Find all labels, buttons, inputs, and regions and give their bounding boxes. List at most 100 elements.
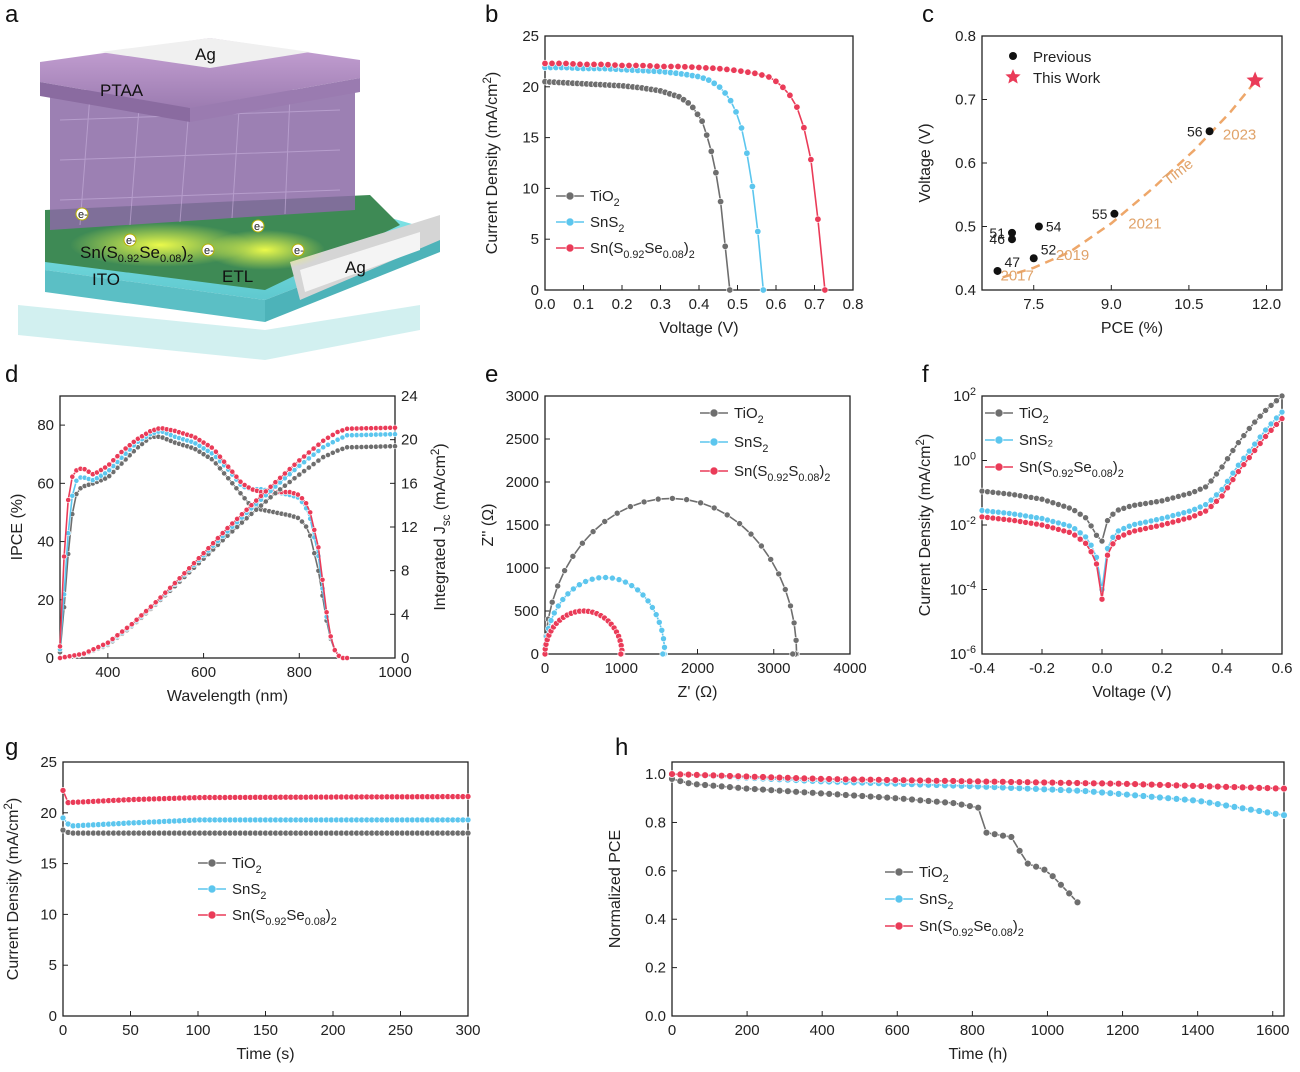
data-point [742,772,751,781]
data-point [1240,461,1248,468]
data-point [1000,490,1008,497]
x-tick-label: 0.2 [612,296,633,313]
data-point [1131,791,1139,799]
data-point [94,469,100,476]
data-point [676,777,684,785]
data-point [639,591,647,599]
data-point [1016,492,1024,500]
previous-point [1008,228,1016,237]
y-tick-label: 102 [953,386,976,405]
data-point [1139,792,1148,800]
legend-marker [994,408,1004,418]
data-point [200,445,207,452]
data-point [1040,865,1049,874]
data-point [1066,528,1073,536]
data-point [1082,533,1089,541]
data-point [229,468,236,475]
data-point [1262,426,1269,434]
data-point [1040,778,1048,787]
data-point [118,449,125,455]
data-point [229,480,236,487]
data-point [1104,517,1111,524]
data-point [1071,531,1078,539]
data-point [660,62,668,70]
data-point [1048,778,1057,787]
data-point [1213,497,1220,505]
year-label: 2019 [1056,247,1089,264]
data-point [363,431,370,438]
data-point [237,490,244,497]
data-point [684,99,692,107]
data-point [693,771,701,779]
data-point [81,466,88,473]
data-point [589,528,597,535]
y-tick-label: 500 [514,603,539,620]
y-tick-label: 0.7 [955,92,976,109]
data-point [625,61,633,69]
data-point [1066,522,1073,530]
data-point [1213,491,1220,499]
data-point [730,66,738,74]
y-tick-label: 24 [401,388,418,405]
data-point [1022,519,1029,526]
data-point [622,578,629,586]
data-point [933,797,941,806]
data-point [81,650,87,657]
data-point [1153,516,1160,524]
data-point [1038,515,1046,522]
x-tick-label: 1000 [1031,1022,1064,1039]
data-point [751,69,759,77]
data-point [1186,514,1193,522]
data-point [65,497,72,503]
data-point [1098,779,1106,788]
y-tick-label: 0.6 [955,155,976,172]
data-point [817,775,825,783]
data-point [712,169,720,177]
data-point [241,495,248,502]
data-point [1071,507,1078,514]
legend-marker [207,884,217,894]
data-point [1230,783,1239,791]
data-point [377,431,384,438]
data-point [319,576,326,583]
data-point [299,495,305,502]
data-point [1115,527,1122,535]
data-point [126,442,133,449]
data-point [1048,872,1057,880]
data-point [134,435,141,442]
data-point [669,495,676,502]
data-point [941,798,949,807]
x-tick-label: 0.2 [1152,660,1173,677]
y-axis-label: Voltage (V) [917,123,934,202]
nyquist-line [544,610,623,655]
legend-marker [207,858,217,868]
data-point [1005,510,1013,517]
data-point [329,439,336,446]
data-point [1214,782,1222,791]
data-point [767,556,775,563]
data-point [196,437,203,443]
data-point [310,451,317,458]
data-point [71,652,78,659]
data-point [1238,783,1247,792]
data-point [767,786,775,794]
data-point [1263,784,1272,792]
data-point [1098,595,1106,603]
y-tick-label: 20 [401,432,418,449]
x-tick-label: 0.7 [804,296,825,313]
x-tick-label: 0.6 [766,296,787,313]
data-point [883,776,891,784]
data-point [640,498,648,506]
data-point [358,432,365,438]
data-point [982,777,990,786]
data-point [734,772,742,780]
data-point [1027,519,1035,527]
data-point [550,609,558,617]
data-point [726,772,734,780]
x-tick-label: 0 [541,660,549,677]
data-point [1169,512,1177,519]
data-point [1267,426,1275,434]
y-tick-label: 40 [37,534,54,551]
data-point [604,61,612,69]
